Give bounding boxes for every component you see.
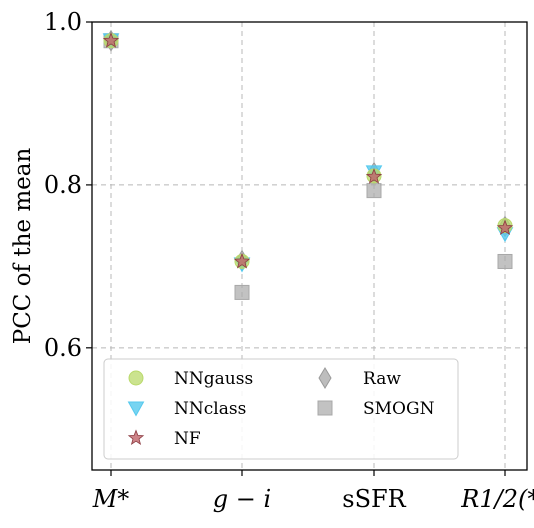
legend: NNgauss NNclass NF Raw SMOGN bbox=[103, 358, 459, 460]
marker-smogn-3 bbox=[497, 253, 513, 269]
marker-smogn-1 bbox=[234, 284, 250, 300]
y-tick-label: 1.0 bbox=[44, 8, 82, 36]
legend-label-nf: NF bbox=[174, 429, 201, 449]
legend-marker-nnclass bbox=[127, 401, 145, 417]
marker-smogn-2 bbox=[366, 183, 382, 199]
y-tick-label: 0.6 bbox=[44, 334, 82, 362]
legend-marker-raw bbox=[318, 367, 332, 389]
legend-marker-nngauss bbox=[128, 370, 144, 386]
legend-label-nnclass: NNclass bbox=[174, 399, 246, 419]
marker-nf-3 bbox=[496, 219, 514, 236]
y-tick-label: 0.8 bbox=[44, 171, 82, 199]
legend-marker-nf bbox=[127, 429, 145, 445]
marker-nf-2 bbox=[365, 168, 383, 184]
legend-box bbox=[103, 358, 459, 460]
x-tick-label: sSFR bbox=[342, 485, 406, 513]
plot-frame bbox=[91, 21, 528, 471]
x-tick-label: M* bbox=[92, 485, 130, 513]
legend-label-nngauss: NNgauss bbox=[174, 369, 253, 389]
data-markers bbox=[102, 29, 514, 300]
legend-marker-smogn bbox=[317, 400, 333, 416]
x-tick-label: g − i bbox=[213, 485, 271, 513]
legend-label-smogn: SMOGN bbox=[363, 399, 435, 419]
marker-nf-0 bbox=[102, 32, 120, 48]
x-tick-label: R1/2(*) bbox=[460, 485, 534, 513]
marker-nf-1 bbox=[233, 252, 251, 269]
legend-label-raw: Raw bbox=[363, 369, 401, 389]
axis-ticks: 0.6 0.8 1.0 M* g − i sSFR R1/2(*) bbox=[44, 8, 534, 513]
y-axis-label: PCC of the mean bbox=[10, 148, 36, 345]
